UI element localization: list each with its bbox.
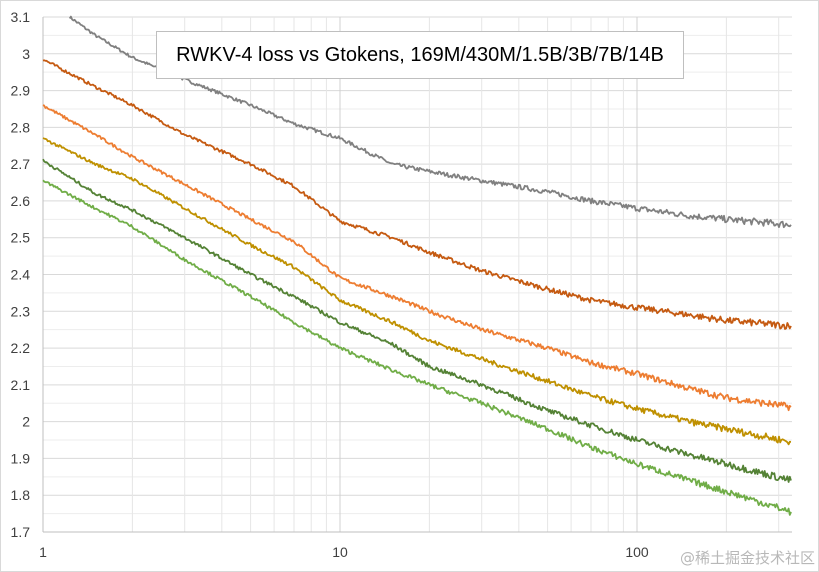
series-line-4	[42, 158, 792, 483]
y-tick-label: 2.7	[11, 156, 31, 172]
x-tick-label: 100	[625, 544, 649, 560]
x-tick-label: 10	[332, 544, 348, 560]
series-lines	[42, 15, 792, 516]
y-tick-label: 1.8	[11, 487, 31, 503]
series-line-0	[68, 15, 792, 229]
y-tick-label: 1.9	[11, 450, 31, 466]
grid	[42, 16, 792, 533]
y-tick-label: 2.5	[11, 230, 31, 246]
y-axis-ticks: 3.1 3 2.9 2.8 2.7 2.6 2.5 2.4 2.3 2.2 2.1 2 1.9 1.8 1.…	[11, 9, 31, 540]
watermark: @稀土掘金技术社区	[679, 549, 815, 567]
series-line-3	[42, 137, 792, 446]
y-tick-label: 3	[22, 46, 30, 62]
y-tick-label: 1.7	[11, 524, 31, 540]
y-tick-label: 2.3	[11, 303, 31, 319]
chart-title: RWKV-4 loss vs Gtokens, 169M/430M/1.5B/3…	[156, 31, 684, 79]
y-tick-label: 2.8	[11, 119, 31, 135]
y-tick-label: 2.6	[11, 193, 31, 209]
chart-title-text: RWKV-4 loss vs Gtokens, 169M/430M/1.5B/3…	[176, 43, 664, 66]
y-tick-label: 2.1	[11, 377, 31, 393]
y-tick-label: 3.1	[11, 9, 31, 25]
y-tick-label: 2	[22, 414, 30, 430]
series-line-2	[42, 104, 792, 412]
series-line-1	[42, 59, 792, 330]
x-axis-ticks: 1 10 100	[39, 544, 649, 560]
series-line-5	[42, 179, 792, 516]
x-tick-label: 1	[39, 544, 47, 560]
y-tick-label: 2.9	[11, 83, 31, 99]
y-tick-label: 2.4	[11, 267, 31, 283]
y-tick-label: 2.2	[11, 340, 31, 356]
